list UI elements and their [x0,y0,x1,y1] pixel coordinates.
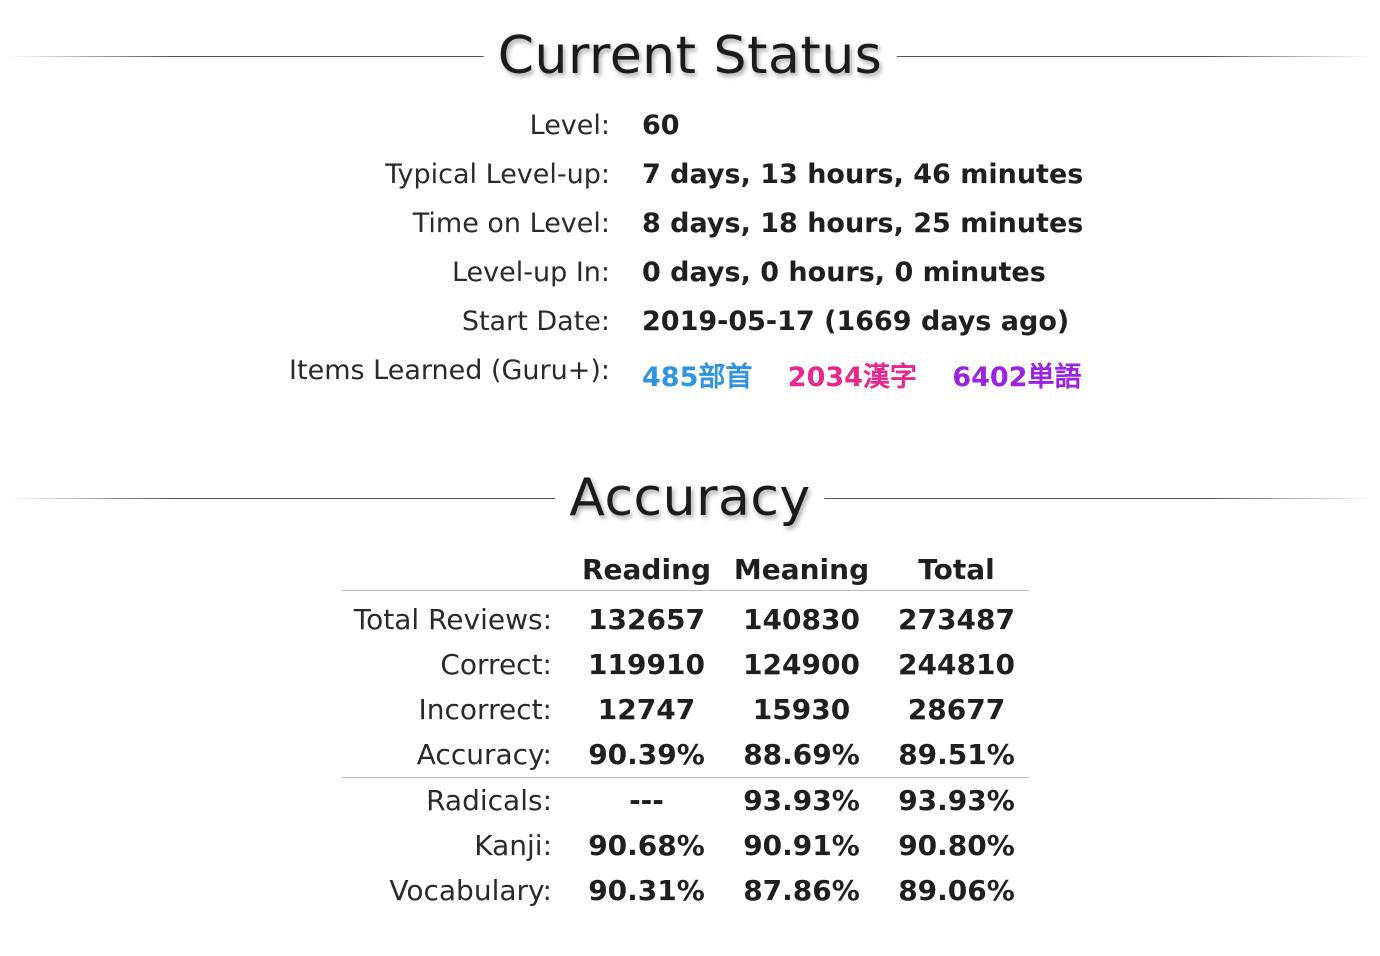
reading-value: 90.31% [588,874,705,907]
kanji-learned-count: 2034漢字 [787,362,917,393]
status-row-level-up-in: Level-up In: 0 days, 0 hours, 0 minutes [0,251,1380,300]
reading-value: 12747 [597,693,696,726]
row-label: Accuracy: [416,738,552,771]
accuracy-table: Reading Meaning Total Total Reviews: 132… [342,548,1029,913]
status-label: Items Learned (Guru+): [289,355,610,386]
current-status-title: Current Status [483,26,897,86]
accuracy-title: Accuracy [555,468,825,528]
status-row-time-on-level: Time on Level: 8 days, 18 hours, 25 minu… [0,202,1380,251]
accuracy-table-header-row: Reading Meaning Total [342,548,1029,591]
items-learned-values: 485部首 2034漢字 6402単語 [642,355,1108,394]
row-label: Correct: [440,648,552,681]
reading-value: 132657 [588,603,705,636]
status-label: Level-up In: [451,257,610,288]
total-value: 89.06% [898,874,1015,907]
table-row-vocabulary: Vocabulary: 90.31% 87.86% 89.06% [342,868,1029,913]
table-row-kanji: Kanji: 90.68% 90.91% 90.80% [342,823,1029,868]
accuracy-header: Accuracy [0,463,1380,533]
status-value: 2019-05-17 (1669 days ago) [642,306,1070,337]
row-label: Vocabulary: [389,874,552,907]
reading-value: 119910 [588,648,705,681]
status-value: 7 days, 13 hours, 46 minutes [642,159,1084,190]
header-reading: Reading [574,548,719,591]
table-row: Accuracy: 90.39% 88.69% 89.51% [342,732,1029,778]
header-meaning: Meaning [719,548,884,591]
status-label: Time on Level: [412,208,610,239]
status-row-level: Level: 60 [0,104,1380,153]
meaning-value: 124900 [743,648,860,681]
row-label: Incorrect: [418,693,552,726]
current-status-header: Current Status [0,21,1380,91]
vocabulary-learned-count: 6402単語 [952,362,1082,393]
status-row-items-learned: Items Learned (Guru+): 485部首 2034漢字 6402… [0,349,1380,398]
table-row: Total Reviews: 132657 140830 273487 [342,591,1029,643]
total-value: 28677 [907,693,1006,726]
status-value: 60 [642,110,680,141]
row-label: Kanji: [474,829,552,862]
meaning-value: 93.93% [719,777,884,823]
meaning-value: 87.86% [743,874,860,907]
meaning-value: 88.69% [743,738,860,771]
radicals-learned-count: 485部首 [642,362,753,393]
table-row: Correct: 119910 124900 244810 [342,642,1029,687]
total-value: 244810 [898,648,1015,681]
header-empty-cell [342,548,574,591]
current-status-list: Level: 60 Typical Level-up: 7 days, 13 h… [0,104,1380,398]
header-total: Total [884,548,1029,591]
meaning-value: 140830 [743,603,860,636]
meaning-value: 90.91% [743,829,860,862]
total-value: 273487 [898,603,1015,636]
status-row-typical-level-up: Typical Level-up: 7 days, 13 hours, 46 m… [0,153,1380,202]
row-label: Radicals: [342,777,574,823]
reading-value: --- [574,777,719,823]
total-value: 89.51% [898,738,1015,771]
status-value: 0 days, 0 hours, 0 minutes [642,257,1046,288]
status-label: Level: [529,110,610,141]
table-row: Incorrect: 12747 15930 28677 [342,687,1029,732]
row-label: Total Reviews: [353,603,552,636]
status-row-start-date: Start Date: 2019-05-17 (1669 days ago) [0,300,1380,349]
status-label: Typical Level-up: [385,159,610,190]
status-label: Start Date: [461,306,610,337]
total-value: 90.80% [898,829,1015,862]
total-value: 93.93% [884,777,1029,823]
reading-value: 90.68% [588,829,705,862]
table-row-radicals: Radicals: --- 93.93% 93.93% [342,777,1029,823]
status-value: 8 days, 18 hours, 25 minutes [642,208,1084,239]
meaning-value: 15930 [752,693,851,726]
reading-value: 90.39% [588,738,705,771]
